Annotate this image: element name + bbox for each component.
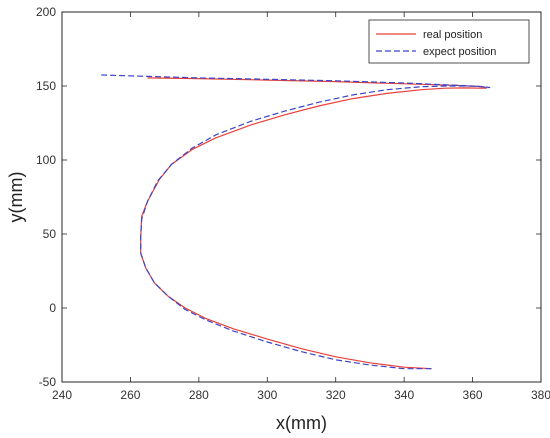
x-axis-label: x(mm) — [276, 413, 327, 433]
y-tick-label: 100 — [36, 153, 56, 167]
x-tick-label: 280 — [189, 388, 209, 402]
series-layer — [99, 74, 491, 370]
plot-frame — [61, 11, 542, 383]
legend-label-expect-position: expect position — [423, 46, 496, 58]
y-tick-label: -50 — [39, 375, 57, 389]
y-axis-label: y(mm) — [6, 172, 26, 223]
y-tick-label: 150 — [36, 79, 56, 93]
legend-box — [368, 19, 530, 64]
ticks-layer — [61, 11, 542, 383]
x-tick-label: 320 — [326, 388, 346, 402]
series-line-expect-position — [99, 74, 491, 370]
y-tick-label: 0 — [49, 301, 56, 315]
tick-labels-layer: 240 260 280 300 320 340 360 380 -50 0 50 100 150 200 — [36, 5, 550, 402]
legend: real position expect position — [368, 19, 530, 64]
y-tick-label: 50 — [43, 227, 57, 241]
x-tick-label: 380 — [531, 388, 550, 402]
x-tick-label: 260 — [120, 388, 140, 402]
x-tick-label: 360 — [463, 388, 483, 402]
x-tick-label: 340 — [394, 388, 414, 402]
legend-label-real-position: real position — [423, 29, 482, 41]
x-tick-label: 240 — [52, 388, 72, 402]
plot-area — [62, 12, 541, 382]
y-tick-label: 200 — [36, 5, 56, 19]
x-tick-label: 300 — [257, 388, 277, 402]
